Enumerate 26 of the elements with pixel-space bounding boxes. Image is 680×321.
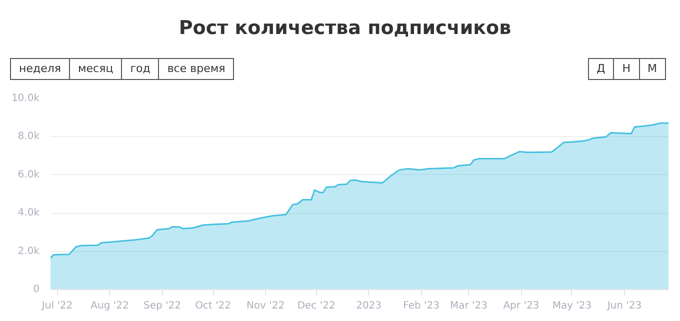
title: Рост количества подписчиков (178, 16, 512, 41)
text: все время (158, 58, 234, 80)
text: Н (613, 58, 640, 80)
x-tick-label: Jun '23 (606, 300, 642, 312)
x-tick-label: Nov '22 (246, 300, 285, 312)
x-tick-label: Apr '23 (503, 300, 540, 312)
text: Д (588, 58, 614, 80)
text: год (121, 58, 160, 80)
x-tick-label: May '23 (552, 300, 592, 312)
x-tick-label: Sep '22 (144, 300, 181, 312)
y-tick-label: 8.0k (18, 131, 40, 142)
x-tick-label: Mar '23 (450, 300, 488, 312)
x-tick-label: Dec '22 (297, 300, 336, 312)
text: неделя (10, 58, 70, 80)
y-tick-label: 6.0k (18, 169, 40, 180)
text: М (638, 58, 666, 80)
x-tick-label: Jul '22 (40, 300, 73, 312)
y-tick-label: 4.0k (18, 208, 40, 219)
y-tick-label: 10.0k (11, 93, 40, 104)
text: месяц (68, 58, 122, 80)
x-tick-label: 2023 (356, 300, 382, 312)
y-tick-label: 0 (33, 284, 40, 295)
y-tick-label: 2.0k (18, 246, 40, 257)
x-tick-label: Aug '22 (90, 300, 129, 312)
x-tick-label: Oct '22 (195, 300, 232, 312)
x-tick-label: Feb '23 (403, 300, 440, 312)
